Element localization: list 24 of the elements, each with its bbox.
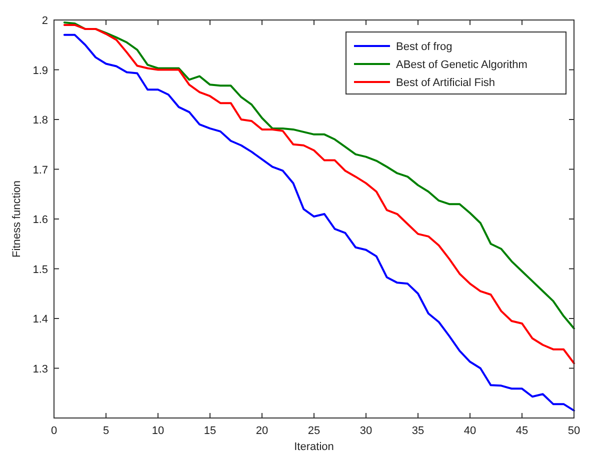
x-tick-label: 15 [204,425,216,437]
y-tick-label: 1.4 [32,314,48,326]
y-tick-label: 1.5 [32,264,48,276]
x-tick-label: 5 [102,425,110,437]
x-tick-label: 35 [412,425,424,437]
x-tick-label: 40 [464,425,476,437]
y-tick-label: 1.9 [32,64,48,77]
x-tick-label: 30 [360,425,372,437]
x-tick-label: 10 [152,425,164,437]
y-tick-label: 1.6 [32,214,48,226]
y-axis-title: Fitness function [11,180,23,258]
y-tick-label: 2 [42,15,48,27]
legend-label: Best of Artificial Fish [396,77,496,89]
x-tick-label: 20 [256,425,268,437]
legend-label: ABest of Genetic Algorithm [396,59,528,71]
y-tick-label: 1.3 [32,363,48,376]
x-tick-label: 25 [308,425,320,437]
x-tick-label: 50 [568,425,580,437]
y-tick-label: 1.8 [32,114,48,126]
y-tick-label: 1.7 [32,164,48,176]
legend-label: Best of frog [396,41,452,53]
x-tick-label: 45 [516,425,528,437]
x-axis-title: Iteration [294,441,334,453]
x-tick-label: 0 [50,425,58,437]
